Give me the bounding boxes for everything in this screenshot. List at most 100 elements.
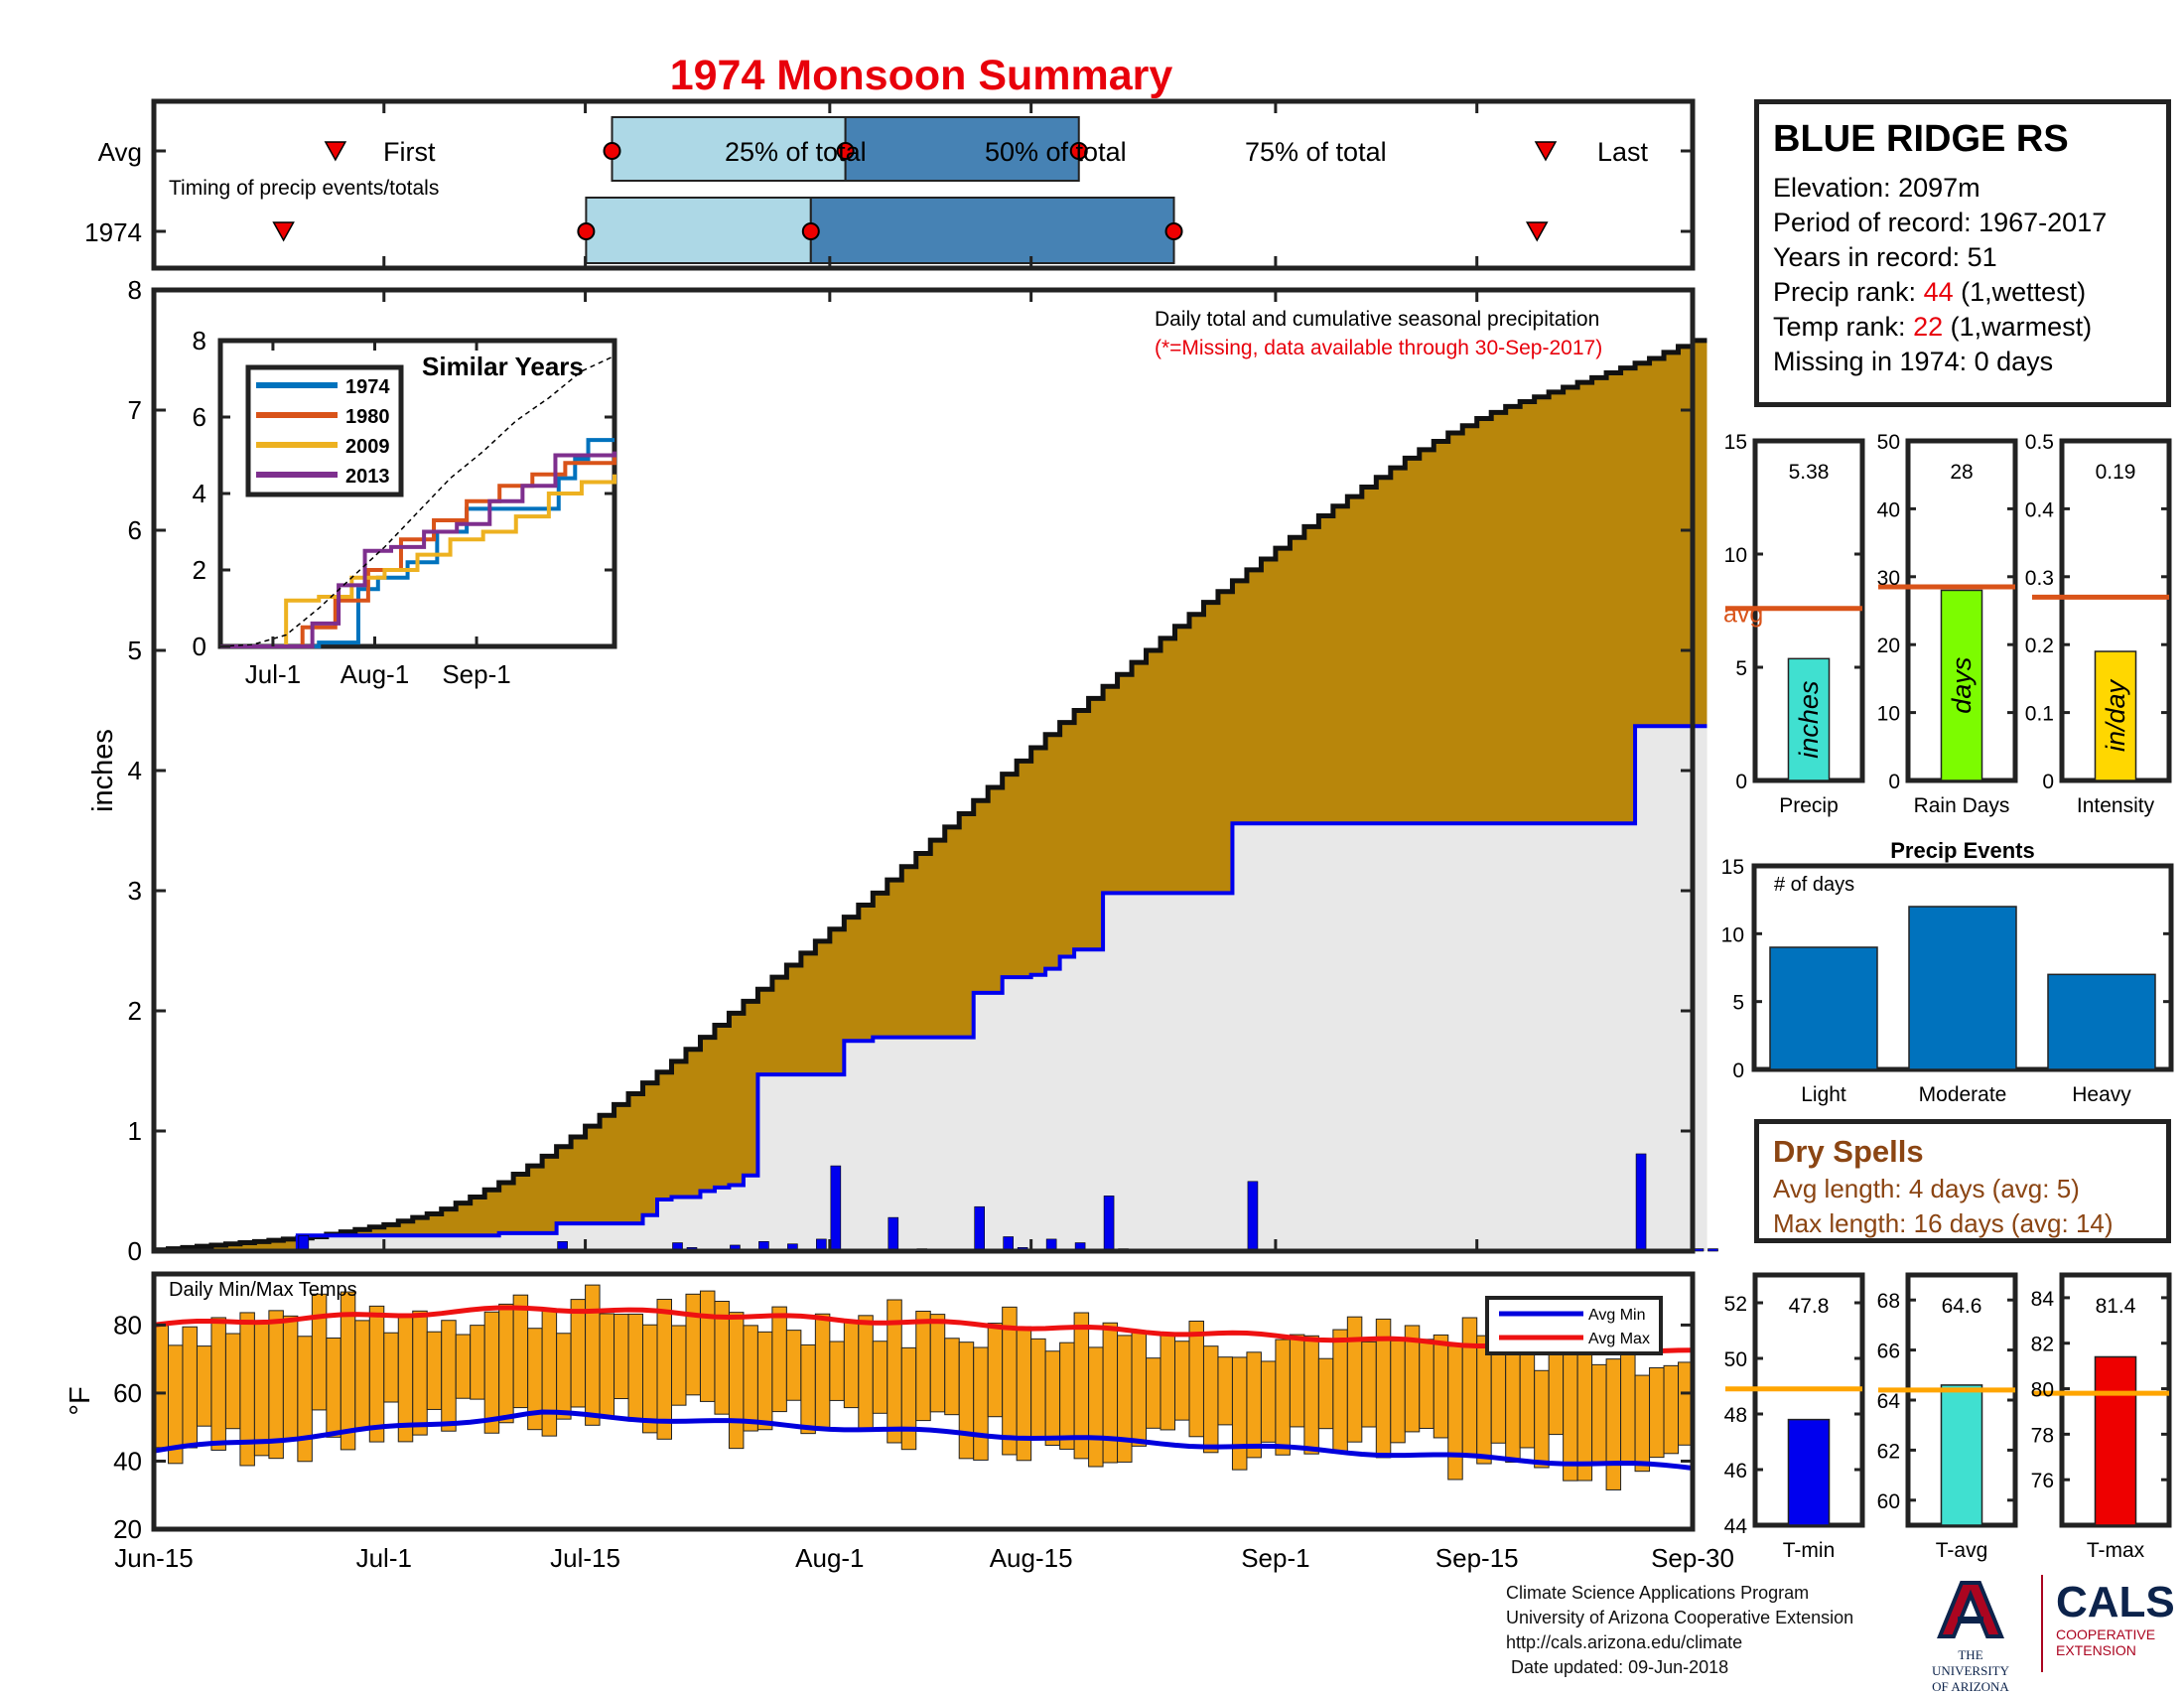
timing-panel: Avg 1974 Timing of precip events/totals Fir… (84, 98, 1696, 271)
y-tick-label: 8 (128, 275, 142, 305)
daily-temp-bar (599, 1313, 615, 1418)
daily-temp-bar (541, 1310, 558, 1437)
daily-temp-bar (1275, 1339, 1291, 1456)
daily-temp-bar (585, 1284, 601, 1426)
summary-value-label: 0.19 (2096, 461, 2136, 484)
precip-events-panel: Precip Events Light Moderate Heavy 0 5 10 15 # … (1721, 838, 2174, 1106)
daily-temp-bar (829, 1341, 845, 1401)
quantile-marker (1164, 222, 1183, 240)
daily-temp-bar (1663, 1364, 1680, 1455)
temp-panel-label: Daily Min/Max Temps (169, 1279, 357, 1301)
y-tick-label: 7 (128, 395, 142, 425)
daily-temp-bar (1174, 1341, 1190, 1421)
quantile-marker (577, 222, 596, 240)
daily-temp-bar (210, 1317, 226, 1451)
daily-temp-bar (512, 1294, 529, 1409)
daily-temp-bar (182, 1326, 198, 1449)
summary-tick-label: 48 (1724, 1404, 1747, 1427)
summary-value-bar (2094, 650, 2137, 781)
daily-temp-bar (311, 1293, 328, 1411)
quantile-marker (836, 142, 855, 160)
first-label: First (383, 137, 436, 167)
year-cumulative-line (154, 724, 1707, 1253)
year-cumulative-area (154, 726, 1707, 1251)
daily-temp-bar (470, 1325, 485, 1400)
inset-series-line (220, 451, 616, 648)
inset-x-label: Sep-1 (442, 659, 510, 689)
daily-temp-bar (1088, 1346, 1104, 1468)
temp-y-label: 80 (113, 1310, 142, 1340)
summary-tick-label: 76 (2031, 1470, 2054, 1492)
inset-title: Similar Years (422, 352, 584, 381)
precip-panel: 0 1 2 3 4 5 6 7 8 Daily total and cumulative sea… (87, 101, 1718, 1529)
summary-tick-label: 0.4 (2025, 498, 2055, 521)
timing-row-avg-label: Avg (98, 137, 142, 167)
daily-temp-bar (383, 1332, 399, 1403)
daily-temp-bar (1030, 1338, 1046, 1439)
summary-tick-label: 10 (1877, 703, 1900, 726)
legend-avg-min: Avg Min (1588, 1307, 1646, 1324)
station-missing: Missing in 1974: 0 days (1773, 347, 2054, 376)
season-summary-bars: 0 5 10 15 5.38 inches Precip avg 0 10 20 30 40 50 28 da… (1723, 431, 2172, 817)
first-last-marker (272, 221, 295, 242)
summary-tick-label: 78 (2031, 1424, 2054, 1447)
station-elevation: Elevation: 2097m (1773, 173, 1980, 203)
dry-spells-box: Dry Spells Avg length: 4 days (avg: 5) M… (1754, 1119, 2171, 1243)
temp-y-label: 20 (113, 1514, 142, 1544)
summary-tick-label: 46 (1724, 1460, 1747, 1483)
daily-temp-bar (1461, 1317, 1478, 1455)
daily-temp-bar (699, 1290, 716, 1402)
daily-precip-bar (1103, 1196, 1115, 1252)
daily-temp-bar (1303, 1335, 1319, 1455)
summary-value-bar (1787, 657, 1831, 781)
station-temp-rank: Temp rank: 22 (1,warmest) (1773, 312, 2093, 342)
daily-precip-bar (1247, 1181, 1259, 1252)
daily-temp-bar (1102, 1322, 1119, 1464)
daily-temp-bar (1117, 1335, 1133, 1463)
summary-tick-label: 64 (1877, 1390, 1901, 1413)
timing-caption: Timing of precip events/totals (169, 177, 439, 200)
daily-temp-bar (1534, 1369, 1550, 1469)
inset-y-label: 4 (193, 479, 206, 508)
summary-tick-label: 68 (1877, 1290, 1900, 1313)
summary-category-label: T-max (2087, 1539, 2145, 1562)
daily-precip-bar (1635, 1153, 1647, 1252)
daily-temp-bar (915, 1310, 931, 1422)
summary-tick-label: 10 (1724, 544, 1747, 567)
summary-tick-label: 82 (2031, 1334, 2054, 1356)
inset-x-label: Aug-1 (341, 659, 409, 689)
summary-value-bar (1940, 589, 1983, 781)
q25-q50-box (611, 116, 847, 182)
summary-tick-label: 0 (1888, 771, 1900, 793)
events-ylabel: # of days (1774, 874, 1854, 896)
daily-temp-bar (1548, 1347, 1565, 1436)
daily-temp-bar (326, 1338, 341, 1438)
ua-line-2: OF ARIZONA (1932, 1679, 2009, 1694)
summary-category-label: Intensity (2077, 794, 2155, 817)
daily-temp-bar (728, 1312, 745, 1450)
daily-temp-bar (814, 1313, 831, 1431)
daily-temp-bar (1576, 1338, 1593, 1482)
temp-ylabel: °F (65, 1386, 96, 1415)
logo-divider (2041, 1575, 2043, 1672)
daily-temp-bar (455, 1334, 472, 1399)
summary-unit-label: days (1947, 657, 1977, 714)
first-last-marker (1525, 221, 1549, 242)
inset-legend-label: 1974 (345, 376, 390, 398)
station-info-box: BLUE RIDGE RS Elevation: 2097m Period of… (1754, 99, 2171, 407)
summary-tick-label: 0.2 (2025, 635, 2054, 657)
daily-temp-bar (872, 1341, 888, 1414)
summary-value-bar (1787, 1418, 1831, 1526)
summary-tick-label: 0 (1735, 771, 1747, 793)
daily-temp-bar (1591, 1363, 1607, 1463)
events-tick-label: 15 (1721, 856, 1744, 879)
q50-q75-box (809, 197, 1175, 264)
daily-temp-bar (1317, 1357, 1334, 1430)
first-last-marker (324, 141, 347, 162)
summary-category-label: T-min (1783, 1539, 1836, 1562)
inset-series-line (220, 474, 616, 648)
summary-value-bar (2094, 1355, 2137, 1526)
credits-line-2: University of Arizona Cooperative Extens… (1506, 1608, 1854, 1627)
daily-precip-bar (830, 1165, 842, 1252)
